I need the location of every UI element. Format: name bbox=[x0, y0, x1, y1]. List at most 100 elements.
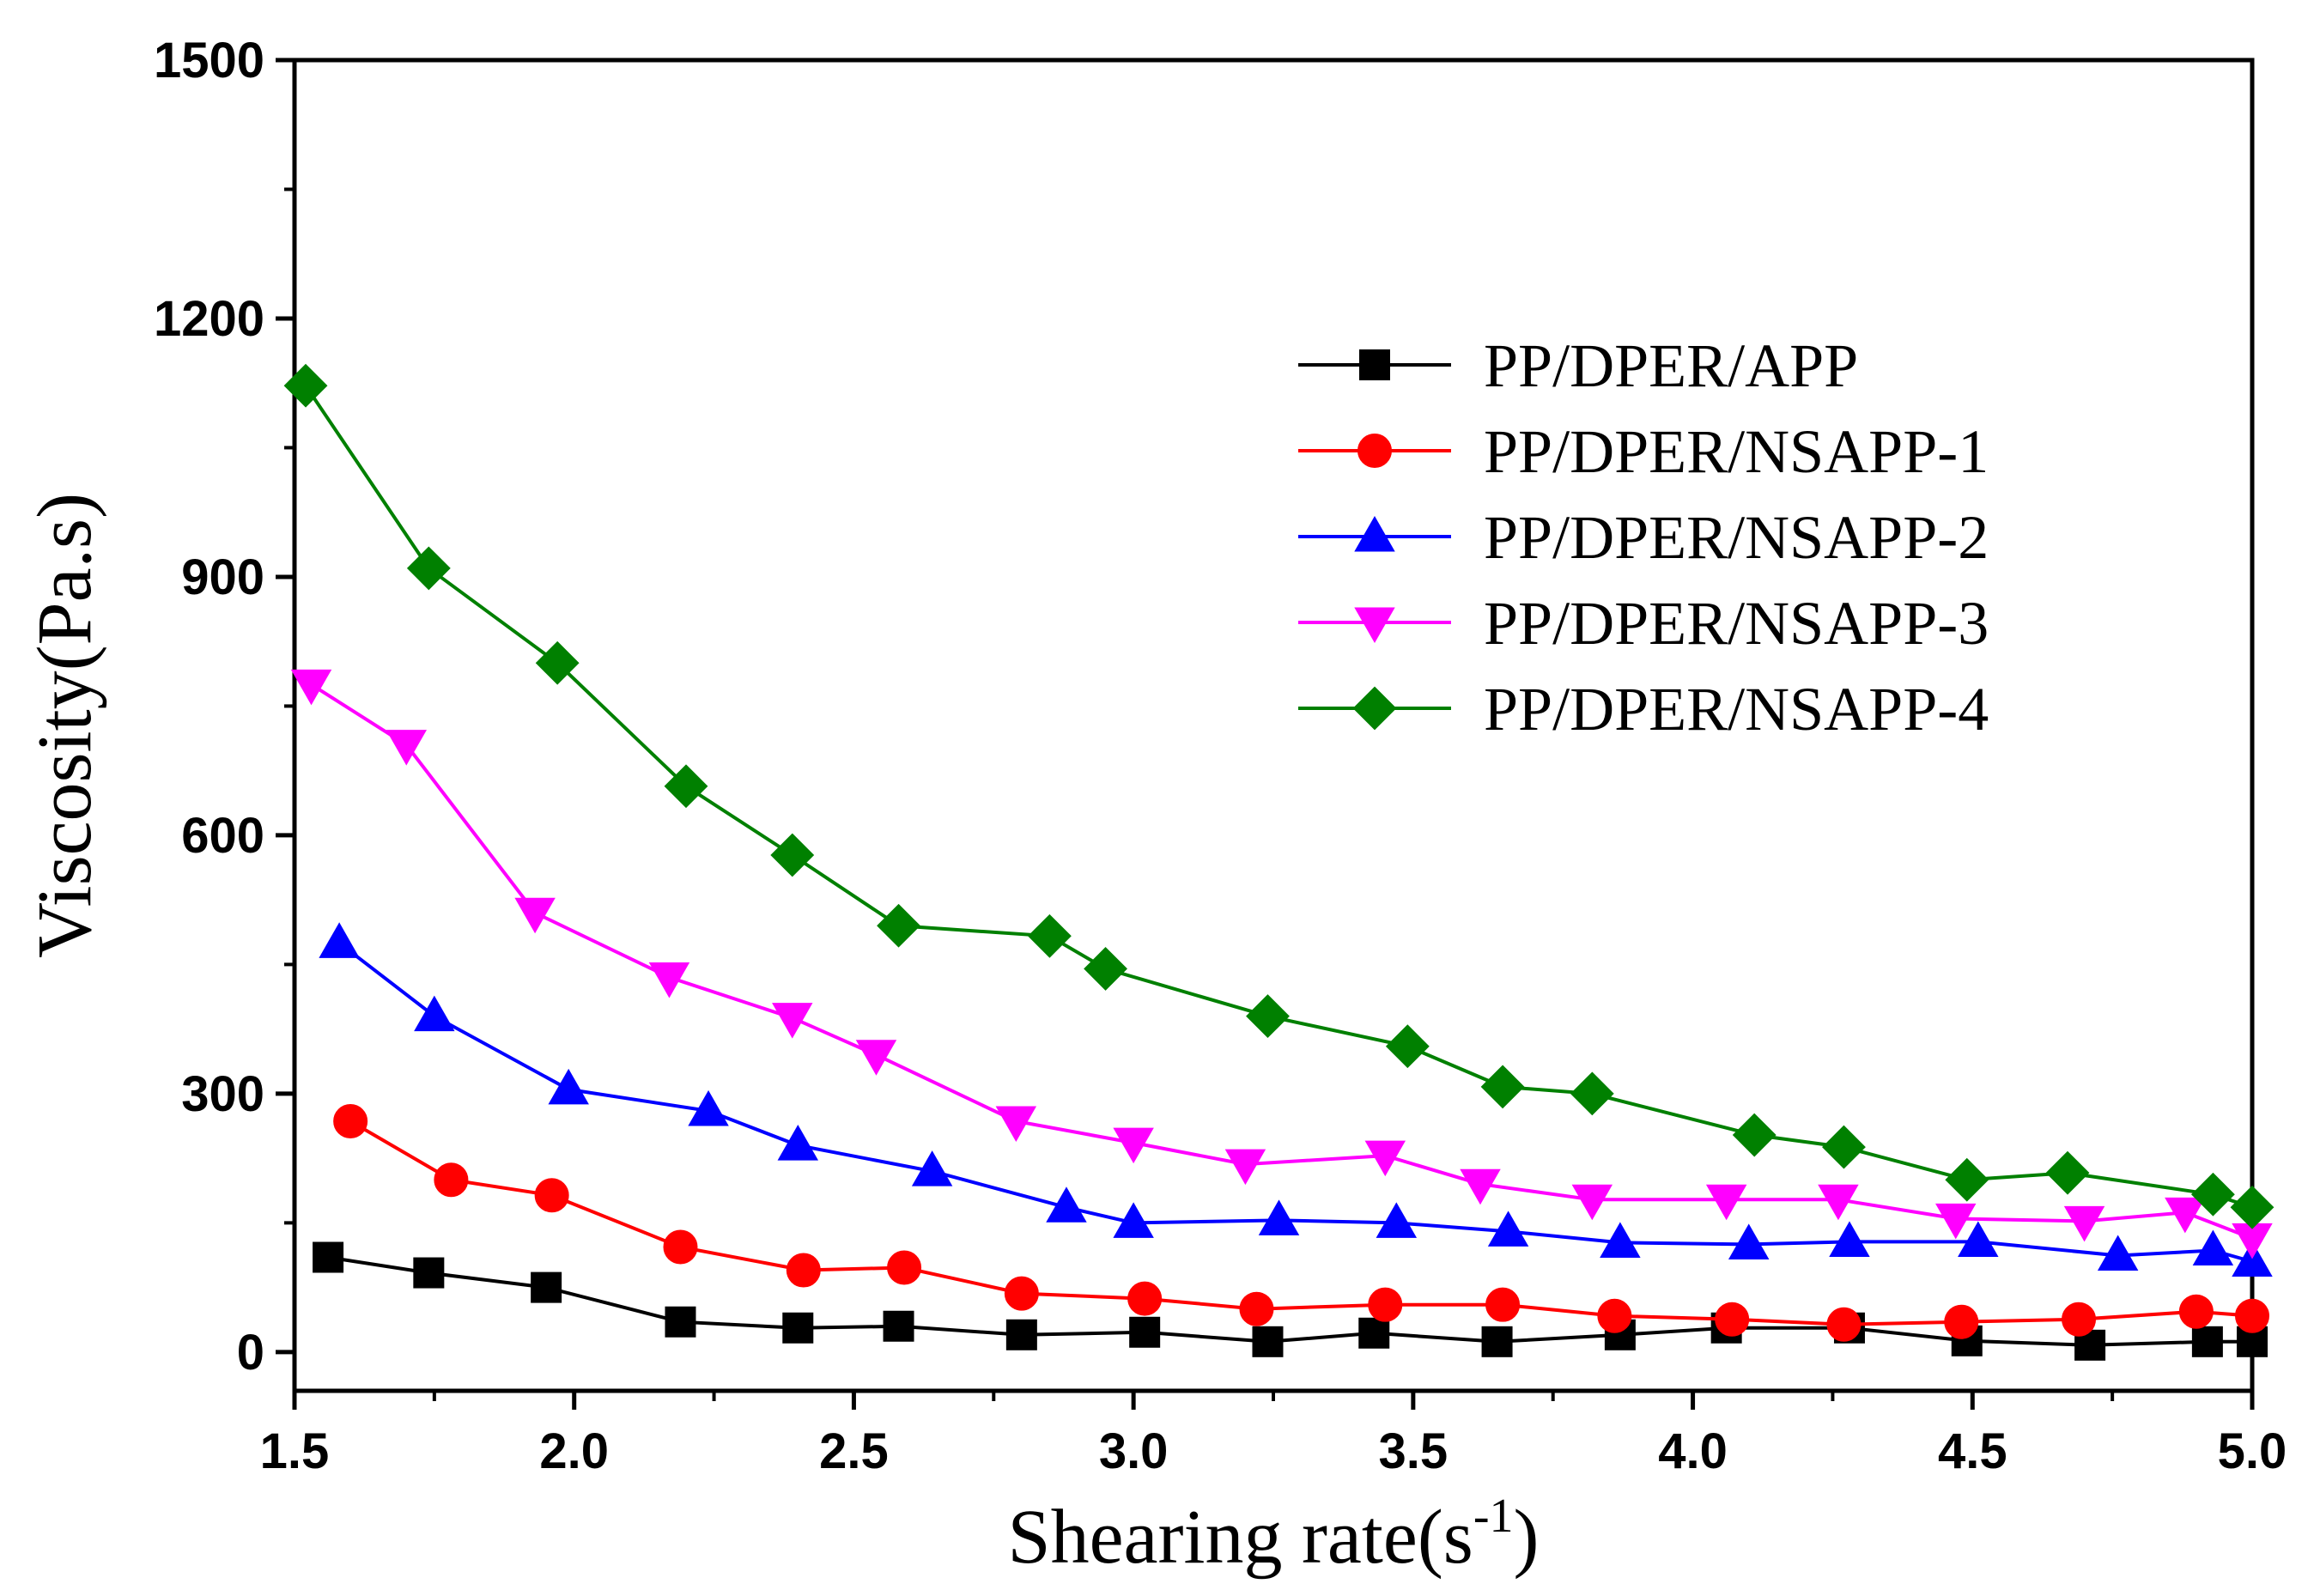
data-point bbox=[313, 1241, 344, 1273]
data-point bbox=[386, 730, 428, 766]
data-point bbox=[1046, 1186, 1087, 1223]
data-point bbox=[1239, 1291, 1274, 1326]
data-point bbox=[434, 1162, 469, 1198]
legend-entry: PP/DPER/NSAPP-1 bbox=[1298, 417, 1989, 486]
x-axis-title-superscript: -1 bbox=[1473, 1490, 1514, 1543]
series-5 bbox=[283, 363, 2275, 1229]
data-point bbox=[1368, 1287, 1403, 1322]
y-tick-label: 1500 bbox=[154, 33, 264, 88]
y-tick-label: 600 bbox=[181, 808, 264, 864]
data-point bbox=[1084, 946, 1127, 991]
axes: 1.5 2.0 2.5 3.0 3.5 4.0 4.5 5.0 0 300 600 900 1200 15… bbox=[154, 33, 2287, 1479]
data-point bbox=[883, 1310, 914, 1342]
data-point bbox=[2063, 1205, 2105, 1242]
x-axis-title-main: Shearing rate(s bbox=[1008, 1495, 1473, 1580]
data-point bbox=[1829, 1221, 1870, 1257]
data-point bbox=[1005, 1319, 1037, 1350]
data-point bbox=[664, 764, 708, 809]
y-axis-title: Viscosity(Pa.s) bbox=[22, 493, 107, 958]
data-point bbox=[2191, 1326, 2223, 1357]
data-point bbox=[1460, 1168, 1501, 1205]
legend-label: PP/DPER/NSAPP-2 bbox=[1484, 503, 1989, 572]
data-point bbox=[855, 1040, 897, 1076]
data-point bbox=[1822, 1125, 1866, 1169]
data-point bbox=[782, 1312, 814, 1344]
data-point bbox=[665, 1306, 696, 1338]
y-tick-label: 300 bbox=[181, 1066, 264, 1122]
data-point bbox=[1944, 1304, 1979, 1339]
x-tick-label: 3.5 bbox=[1379, 1423, 1449, 1479]
data-point bbox=[663, 1229, 698, 1265]
data-point bbox=[1252, 1326, 1284, 1357]
data-point bbox=[2097, 1235, 2139, 1271]
data-point bbox=[2192, 1229, 2234, 1265]
data-point bbox=[1246, 994, 1290, 1039]
data-point bbox=[877, 903, 920, 948]
data-point bbox=[1826, 1307, 1862, 1342]
x-tick-label: 3.0 bbox=[1099, 1423, 1169, 1479]
data-point bbox=[1705, 1184, 1747, 1221]
series-4 bbox=[290, 669, 2273, 1259]
legend: PP/DPER/APP PP/DPER/NSAPP-1 PP/DPER/NSAPP-… bbox=[1298, 331, 1989, 743]
data-point bbox=[1358, 1317, 1390, 1349]
legend-label: PP/DPER/NSAPP-4 bbox=[1484, 675, 1989, 743]
series-line bbox=[327, 1255, 2252, 1347]
data-point bbox=[1481, 1326, 1513, 1357]
data-point bbox=[1597, 1298, 1632, 1333]
x-tick-label: 2.0 bbox=[539, 1423, 609, 1479]
data-point bbox=[1258, 1199, 1300, 1235]
data-point bbox=[1600, 1222, 1641, 1258]
data-point bbox=[995, 1106, 1037, 1143]
data-point bbox=[535, 640, 580, 685]
data-point bbox=[333, 1103, 368, 1138]
data-point bbox=[777, 1125, 819, 1161]
series-line bbox=[337, 941, 2253, 1264]
data-point bbox=[786, 1253, 821, 1288]
data-point bbox=[1004, 1276, 1039, 1311]
data-series bbox=[283, 363, 2275, 1361]
x-tick-label: 4.5 bbox=[1938, 1423, 2007, 1479]
legend-marker bbox=[1357, 434, 1392, 468]
data-point bbox=[1487, 1211, 1529, 1247]
data-point bbox=[1364, 1140, 1406, 1177]
legend-entry: PP/DPER/NSAPP-4 bbox=[1298, 675, 1989, 743]
data-point bbox=[1570, 1071, 1614, 1116]
legend-label: PP/DPER/NSAPP-1 bbox=[1484, 417, 1989, 486]
data-point bbox=[1485, 1287, 1521, 1322]
data-point bbox=[1113, 1202, 1154, 1238]
y-tick-label: 900 bbox=[181, 549, 264, 605]
x-tick-label: 2.5 bbox=[819, 1423, 889, 1479]
data-point bbox=[2045, 1150, 2090, 1195]
data-point bbox=[1945, 1157, 1989, 1202]
data-point bbox=[548, 1068, 589, 1105]
legend-entry: PP/DPER/NSAPP-3 bbox=[1298, 589, 1989, 658]
data-point bbox=[1028, 913, 1072, 958]
data-point bbox=[2232, 1241, 2273, 1277]
data-point bbox=[1113, 1127, 1154, 1164]
data-point bbox=[1376, 1202, 1418, 1238]
x-tick-label: 4.0 bbox=[1658, 1423, 1728, 1479]
data-point bbox=[319, 922, 360, 958]
y-tick-label: 1200 bbox=[154, 291, 264, 347]
legend-marker bbox=[1359, 349, 1390, 380]
data-point bbox=[1571, 1184, 1613, 1221]
series-3 bbox=[319, 922, 2273, 1277]
data-point bbox=[1129, 1316, 1161, 1348]
data-point bbox=[1127, 1281, 1163, 1316]
data-point bbox=[2230, 1185, 2275, 1229]
data-point bbox=[1818, 1184, 1859, 1221]
data-point bbox=[2235, 1298, 2269, 1333]
data-point bbox=[414, 995, 455, 1032]
x-tick-label: 5.0 bbox=[2218, 1423, 2287, 1479]
series-line bbox=[310, 683, 2253, 1241]
data-point bbox=[531, 1271, 562, 1303]
data-point bbox=[648, 962, 690, 998]
data-point bbox=[2190, 1172, 2235, 1217]
data-point bbox=[290, 669, 332, 706]
data-point bbox=[514, 897, 556, 934]
data-point bbox=[1728, 1223, 1770, 1259]
legend-marker bbox=[1354, 515, 1395, 552]
data-point bbox=[406, 546, 451, 591]
data-point bbox=[2165, 1197, 2206, 1234]
